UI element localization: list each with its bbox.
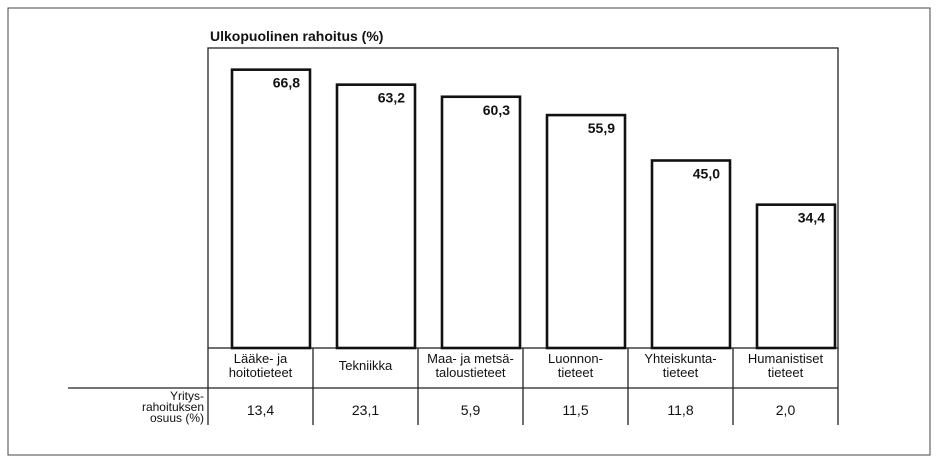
bar	[440, 95, 522, 350]
x-tick-label: Luonnon-tieteet	[548, 351, 603, 380]
bar	[230, 68, 312, 350]
x-tick-label: Tekniikka	[339, 358, 393, 373]
data-label: 66,8	[273, 75, 300, 91]
table-value: 2,0	[776, 402, 796, 418]
table-value: 23,1	[352, 402, 379, 418]
x-tick-label: Maa- ja metsä-taloustieteet	[427, 351, 514, 380]
data-label: 45,0	[693, 166, 720, 182]
x-tick-label: Humanistiset tieteet	[748, 351, 824, 380]
bar	[755, 203, 837, 350]
chart-title: Ulkopuolinen rahoitus (%)	[210, 28, 383, 44]
x-tick-label: Lääke- ja hoitotieteet	[229, 351, 293, 380]
frame	[7, 7, 931, 456]
data-label: 63,2	[378, 90, 405, 106]
bar	[545, 113, 627, 350]
data-label: 34,4	[798, 210, 825, 226]
data-label: 55,9	[588, 120, 615, 136]
table-value: 11,8	[667, 402, 693, 418]
table-value: 11,5	[562, 402, 588, 418]
bar	[335, 83, 417, 350]
data-label: 60,3	[483, 102, 510, 118]
table-row-label: Yritys-rahoituksen osuus (%)	[142, 389, 204, 425]
table-value: 13,4	[247, 402, 274, 418]
x-tick-label: Yhteiskunta-tieteet	[644, 351, 716, 380]
table-value: 5,9	[461, 402, 481, 418]
bar	[650, 159, 732, 350]
